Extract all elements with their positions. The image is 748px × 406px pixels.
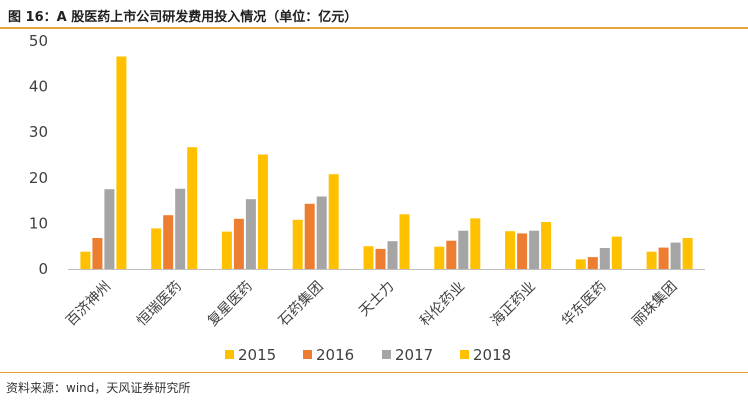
bar-2018	[328, 174, 339, 269]
y-tick-label: 10	[29, 214, 48, 232]
legend-swatch-2016	[303, 350, 312, 359]
legend-swatch-2015	[225, 350, 234, 359]
x-category-label: 华东医药	[559, 279, 610, 330]
bar-2016	[517, 233, 528, 269]
bar-2017	[529, 230, 540, 269]
x-category-label: 丽珠集团	[629, 278, 681, 330]
bar-2015	[80, 251, 91, 269]
bar-2018	[470, 218, 481, 269]
bar-series	[80, 56, 693, 269]
bar-2017	[245, 199, 256, 269]
bar-2018	[116, 56, 127, 269]
bar-2018	[611, 236, 622, 269]
x-category-label: 复星医药	[204, 278, 256, 330]
legend-label-2015: 2015	[238, 346, 276, 364]
bar-2017	[670, 242, 681, 269]
bar-2016	[658, 247, 669, 269]
bar-2016	[92, 238, 103, 269]
bar-2015	[292, 219, 303, 269]
x-category-label: 海正药业	[488, 279, 539, 330]
y-tick-label: 20	[29, 169, 48, 187]
bar-2015	[434, 246, 445, 269]
bar-2017	[175, 188, 186, 269]
x-category-label: 科伦药业	[417, 279, 468, 330]
bar-2017	[316, 196, 327, 269]
legend-label-2017: 2017	[395, 346, 433, 364]
bar-2016	[304, 203, 315, 269]
bar-2016	[587, 257, 598, 269]
legend-swatch-2018	[460, 350, 469, 359]
bar-2015	[363, 246, 374, 269]
footer-divider	[0, 372, 748, 373]
x-category-label: 天士力	[356, 279, 397, 320]
legend-swatch-2017	[382, 350, 391, 359]
y-tick-label: 50	[29, 32, 48, 50]
x-axis: 百济神州 恒瑞医药 复星医药 石药集团 天士力 科伦药业 海正药业 华东医药 丽珠集团	[63, 269, 705, 330]
bar-2015	[646, 251, 657, 269]
bar-2018	[399, 214, 410, 269]
legend-label-2016: 2016	[316, 346, 354, 364]
y-axis: 0 10 20 30 40 50	[29, 32, 48, 278]
bar-2018	[187, 147, 198, 269]
bar-2017	[387, 241, 398, 269]
title-divider	[0, 27, 748, 29]
y-tick-label: 40	[29, 78, 48, 96]
bar-2016	[375, 248, 386, 269]
bar-chart: 0 10 20 30 40 50 百济神州 恒瑞医药 复星医药 石药集团 天士力 科伦药业 海正药业华…	[29, 32, 705, 364]
bar-2016	[233, 218, 244, 269]
bar-2018	[682, 238, 693, 269]
bar-2015	[151, 228, 162, 269]
x-category-label: 恒瑞医药	[134, 279, 185, 330]
bar-2017	[104, 189, 115, 269]
x-category-label: 石药集团	[275, 278, 327, 330]
chart-title: 图 16：A 股医药上市公司研发费用投入情况（单位：亿元）	[8, 10, 358, 25]
bar-2015	[575, 259, 586, 269]
legend: 2015 2016 2017 2018	[225, 346, 511, 364]
y-tick-label: 30	[29, 123, 48, 141]
bar-2015	[505, 231, 516, 269]
bar-2018	[541, 222, 552, 269]
legend-label-2018: 2018	[473, 346, 511, 364]
x-category-label: 百济神州	[63, 279, 114, 330]
bar-2017	[458, 230, 469, 269]
bar-2017	[599, 248, 610, 269]
source-note: 资料来源：wind，天风证券研究所	[6, 381, 191, 395]
bar-2018	[257, 154, 268, 269]
bar-2016	[446, 240, 457, 269]
bar-2016	[163, 215, 174, 269]
y-tick-label: 0	[38, 260, 48, 278]
bar-2015	[221, 231, 232, 269]
